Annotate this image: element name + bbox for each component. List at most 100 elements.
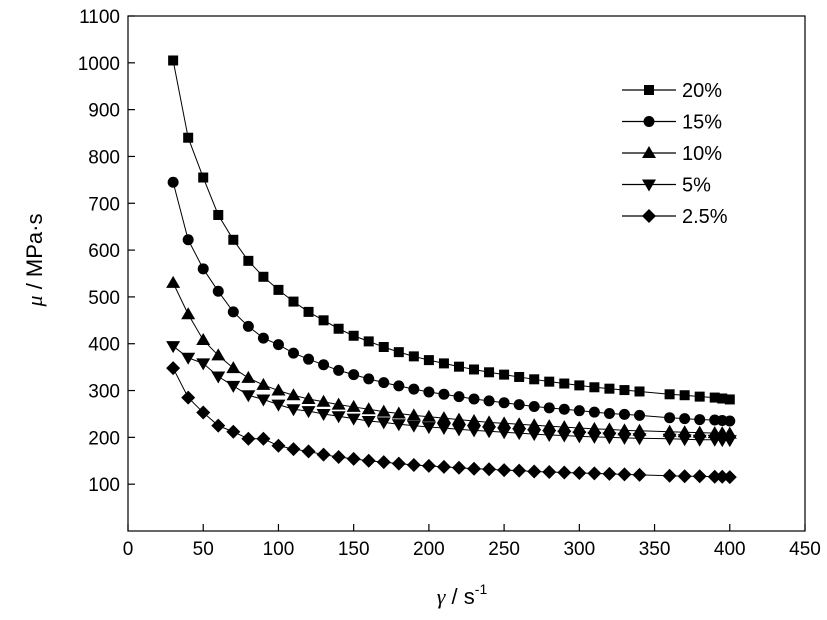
- data-point: [303, 353, 315, 365]
- data-point: [166, 275, 181, 288]
- data-point: [182, 234, 194, 246]
- data-point: [632, 467, 647, 482]
- data-point: [602, 432, 617, 445]
- data-point: [559, 378, 570, 389]
- data-point: [469, 364, 480, 375]
- data-point: [482, 426, 497, 439]
- data-point: [694, 414, 706, 426]
- data-point: [679, 413, 691, 425]
- data-point: [617, 467, 632, 482]
- data-point: [196, 405, 211, 420]
- data-point: [587, 466, 602, 481]
- data-point: [724, 394, 735, 405]
- data-point: [376, 417, 391, 430]
- data-point: [499, 369, 510, 380]
- data-point: [468, 393, 480, 405]
- data-point: [572, 431, 587, 444]
- data-point: [376, 455, 391, 470]
- data-point: [588, 406, 600, 418]
- data-point: [467, 425, 482, 438]
- x-tick-label: 250: [488, 539, 520, 560]
- data-point: [617, 423, 632, 436]
- data-point: [331, 450, 346, 465]
- data-point: [512, 463, 527, 478]
- series-layer: [166, 55, 737, 485]
- data-point: [482, 415, 497, 428]
- data-point: [483, 395, 495, 407]
- data-point: [271, 399, 286, 412]
- data-point: [271, 383, 286, 396]
- y-tick-label: 100: [88, 475, 120, 496]
- y-tick-label: 800: [88, 147, 120, 168]
- data-point: [316, 408, 331, 421]
- y-axis-symbol: μ: [22, 295, 47, 307]
- x-tick-label: 350: [639, 539, 671, 560]
- data-point: [333, 323, 344, 334]
- data-point: [212, 285, 224, 297]
- data-point: [346, 451, 361, 466]
- data-point: [543, 402, 555, 414]
- data-point: [406, 420, 421, 433]
- data-point: [451, 424, 466, 437]
- data-point: [211, 371, 226, 384]
- data-point: [272, 339, 284, 351]
- data-point: [258, 271, 269, 282]
- data-point: [211, 348, 226, 361]
- data-point: [196, 358, 211, 371]
- data-point: [316, 394, 331, 407]
- data-point: [558, 403, 570, 415]
- data-point: [376, 404, 391, 417]
- data-point: [361, 453, 376, 468]
- series-line: [172, 367, 730, 478]
- data-point: [257, 332, 269, 344]
- data-point: [181, 390, 196, 405]
- y-tick-label: 700: [88, 194, 120, 215]
- data-point: [722, 435, 737, 448]
- data-point: [662, 468, 677, 483]
- data-point: [632, 433, 647, 446]
- data-point: [316, 447, 331, 462]
- data-point: [361, 402, 376, 415]
- data-point: [618, 408, 630, 420]
- x-tick-label: 100: [263, 539, 295, 560]
- legend-entry: 2.5%: [622, 206, 728, 228]
- x-axis-unit: / s: [445, 584, 474, 609]
- data-point: [421, 409, 436, 422]
- x-axis-title: γ / s-1: [437, 581, 488, 609]
- data-point: [679, 390, 690, 401]
- data-point: [557, 465, 572, 480]
- data-point: [527, 429, 542, 442]
- data-point: [197, 263, 209, 275]
- x-tick-label: 0: [123, 539, 134, 560]
- data-point: [677, 469, 692, 484]
- data-point: [301, 406, 316, 419]
- data-point: [557, 430, 572, 443]
- legend-entry: 10%: [622, 143, 722, 165]
- data-point: [361, 415, 376, 428]
- data-point: [694, 391, 705, 402]
- x-axis-unit-sup: -1: [475, 581, 488, 597]
- legend-entry: 20%: [622, 80, 722, 102]
- x-tick-label: 150: [338, 539, 370, 560]
- legend-label: 10%: [682, 143, 722, 165]
- data-point: [211, 418, 226, 433]
- data-point: [196, 332, 211, 345]
- data-point: [664, 389, 675, 400]
- data-point: [482, 462, 497, 477]
- data-point: [408, 351, 419, 362]
- plot-frame: [127, 15, 806, 532]
- data-point: [421, 458, 436, 473]
- y-axis-unit: / MPa·s: [22, 214, 47, 296]
- data-point: [617, 432, 632, 445]
- data-point: [527, 464, 542, 479]
- data-point: [346, 399, 361, 412]
- data-point: [301, 444, 316, 459]
- data-point: [348, 330, 359, 341]
- data-point: [632, 423, 647, 436]
- data-point: [331, 411, 346, 424]
- data-point: [242, 320, 254, 332]
- data-point: [227, 306, 239, 318]
- x-axis-symbol: γ: [437, 584, 447, 609]
- data-point: [634, 409, 646, 421]
- data-point: [436, 411, 451, 424]
